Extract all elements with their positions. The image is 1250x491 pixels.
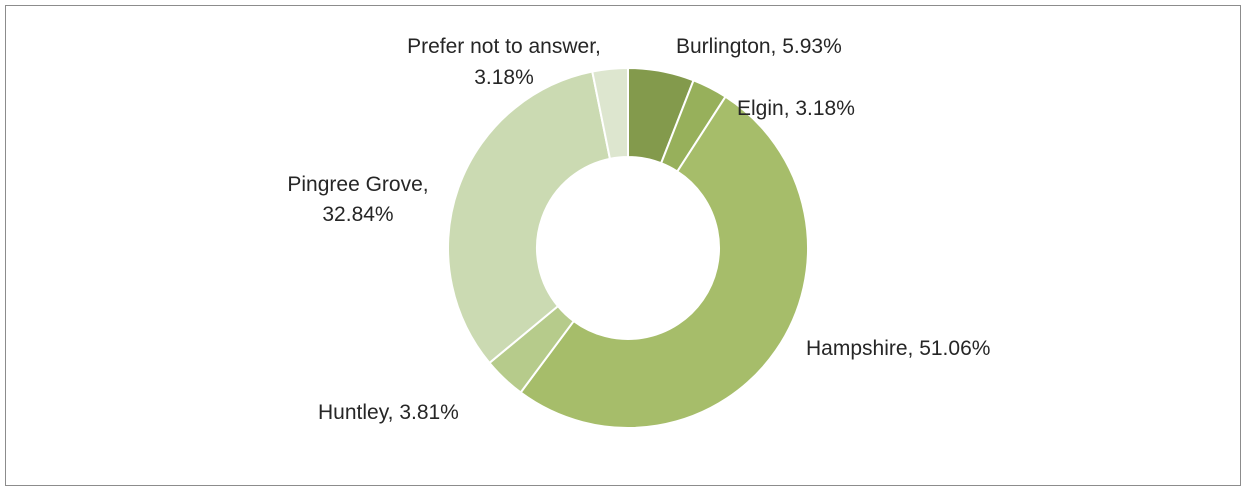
label-elgin: Elgin, 3.18% (737, 97, 855, 120)
label-prefer-not-line2: 3.18% (474, 66, 534, 89)
label-pingree-grove-line2: 32.84% (322, 203, 393, 226)
label-hampshire: Hampshire, 51.06% (806, 337, 990, 360)
donut-slices (447, 66, 809, 429)
slice-prefer-not-to-answer (591, 66, 629, 160)
label-pingree-grove-line1: Pingree Grove, (287, 173, 428, 196)
label-prefer-not-line1: Prefer not to answer, (407, 35, 601, 58)
slice-pingree-grove (447, 70, 612, 365)
label-burlington: Burlington, 5.93% (676, 35, 842, 58)
label-huntley: Huntley, 3.81% (318, 401, 459, 424)
slice-hampshire (519, 95, 809, 429)
